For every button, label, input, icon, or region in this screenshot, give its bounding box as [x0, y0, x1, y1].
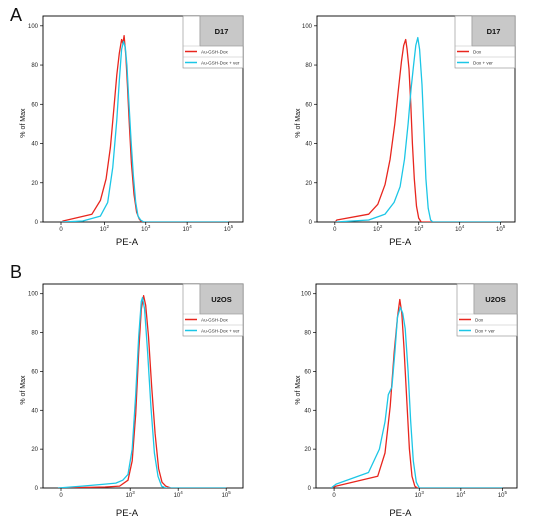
- y-tick-label: 40: [31, 142, 38, 148]
- x-tick-label: 104: [456, 490, 466, 499]
- y-tick-label: 60: [304, 369, 311, 375]
- x-tick-label: 105: [498, 490, 508, 499]
- series-line-dox-ver: [330, 306, 503, 488]
- x-tick-label: 0: [332, 493, 336, 499]
- x-tick-label: 104: [174, 490, 184, 499]
- x-tick-label: 105: [496, 224, 506, 233]
- x-axis-title: PE-A: [389, 237, 412, 248]
- x-tick-label: 105: [224, 224, 234, 233]
- legend-label-au-gsh-dox: Au-GSH-Dox: [201, 49, 229, 54]
- y-tick-label: 20: [305, 181, 312, 187]
- y-axis-title: % of Max: [295, 108, 302, 138]
- series-group: [334, 36, 501, 222]
- legend-header: [471, 15, 516, 47]
- y-tick-label: 100: [302, 24, 313, 30]
- legend: U2OS Dox Dox + ver: [456, 283, 518, 337]
- legend-label-dox: Dox: [475, 317, 484, 322]
- x-tick-label: 102: [100, 224, 110, 233]
- series-line-au-gsh-dox-ver: [61, 40, 229, 222]
- y-tick-label: 0: [35, 486, 39, 492]
- x-tick-label: 103: [126, 490, 136, 499]
- x-tick-label: 0: [333, 227, 337, 233]
- y-tick-label: 80: [31, 331, 38, 337]
- sample-label: U2OS: [211, 295, 231, 304]
- y-tick-label: 0: [35, 220, 39, 226]
- sample-label: U2OS: [485, 295, 505, 304]
- y-tick-label: 100: [301, 292, 312, 298]
- x-tick-label: 104: [183, 224, 193, 233]
- y-tick-label: 0: [308, 486, 312, 492]
- series-group: [330, 298, 503, 488]
- x-tick-label: 104: [455, 224, 465, 233]
- y-tick-label: 100: [28, 292, 39, 298]
- series-group: [57, 295, 227, 488]
- y-tick-label: 40: [305, 142, 312, 148]
- histogram-u2os-dox: 0 20 40 60 80 100 0 103 104 105 PE-A % of Max U2OS Do…: [295, 283, 518, 519]
- y-axis-title: % of Max: [295, 375, 302, 405]
- x-tick-label: 0: [59, 493, 63, 499]
- x-tick-label: 102: [373, 224, 383, 233]
- x-tick-label: 105: [222, 490, 232, 499]
- y-tick-label: 100: [28, 24, 39, 30]
- series-group: [61, 34, 229, 222]
- y-tick-label: 20: [31, 447, 38, 453]
- x-tick-label: 0: [59, 227, 63, 233]
- legend-label-au-gsh-dox: Au-GSH-Dox: [201, 317, 229, 322]
- legend: U2OS Au-GSH-Dox Au-GSH-Dox + ver: [182, 283, 244, 337]
- histogram-u2os-au-gsh-dox: 0 20 40 60 80 100 0 103 104 105 PE-A % of Max U2OS Au…: [20, 283, 244, 519]
- sample-label: D17: [487, 27, 501, 36]
- legend-label-dox: Dox: [473, 49, 482, 54]
- x-tick-label: 103: [141, 224, 151, 233]
- y-tick-label: 60: [31, 369, 38, 375]
- x-axis-title: PE-A: [389, 508, 412, 519]
- x-tick-label: 103: [415, 490, 425, 499]
- panel-label-a: A: [10, 5, 23, 25]
- series-line-au-gsh-dox: [57, 295, 227, 488]
- y-tick-label: 80: [304, 331, 311, 337]
- y-tick-label: 20: [31, 181, 38, 187]
- histogram-d17-au-gsh-dox: 0 20 40 60 80 100 0 102 103 104 105 PE-A % of Max D17…: [20, 15, 244, 248]
- y-tick-label: 60: [31, 102, 38, 108]
- y-tick-label: 20: [304, 447, 311, 453]
- series-line-dox-ver: [335, 36, 501, 222]
- legend-label-au-gsh-dox-ver: Au-GSH-Dox + ver: [201, 60, 240, 65]
- y-tick-label: 80: [305, 63, 312, 69]
- series-line-dox: [330, 298, 503, 488]
- y-tick-label: 0: [309, 220, 313, 226]
- legend-header: [473, 283, 518, 315]
- legend-label-au-gsh-dox-ver: Au-GSH-Dox + ver: [201, 328, 240, 333]
- y-tick-label: 60: [305, 102, 312, 108]
- x-axis-title: PE-A: [116, 237, 139, 248]
- sample-label: D17: [215, 27, 229, 36]
- y-axis-title: % of Max: [20, 108, 27, 138]
- legend-label-dox-ver: Dox + ver: [475, 328, 495, 333]
- panel-label-b: B: [10, 262, 23, 282]
- y-tick-label: 40: [31, 408, 38, 414]
- histogram-d17-dox: 0 20 40 60 80 100 0 102 103 104 105 PE-A % of Max D17…: [295, 15, 516, 248]
- x-axis-title: PE-A: [116, 508, 139, 519]
- y-axis-title: % of Max: [20, 375, 27, 405]
- series-line-dox: [334, 38, 501, 222]
- y-tick-label: 80: [31, 63, 38, 69]
- legend-header: [199, 283, 244, 315]
- legend: D17 Au-GSH-Dox Au-GSH-Dox + ver: [182, 15, 244, 69]
- y-tick-label: 40: [304, 408, 311, 414]
- legend-label-dox-ver: Dox + ver: [473, 60, 493, 65]
- x-tick-label: 103: [414, 224, 424, 233]
- series-line-au-gsh-dox-ver: [57, 296, 227, 488]
- legend: D17 Dox Dox + ver: [454, 15, 516, 69]
